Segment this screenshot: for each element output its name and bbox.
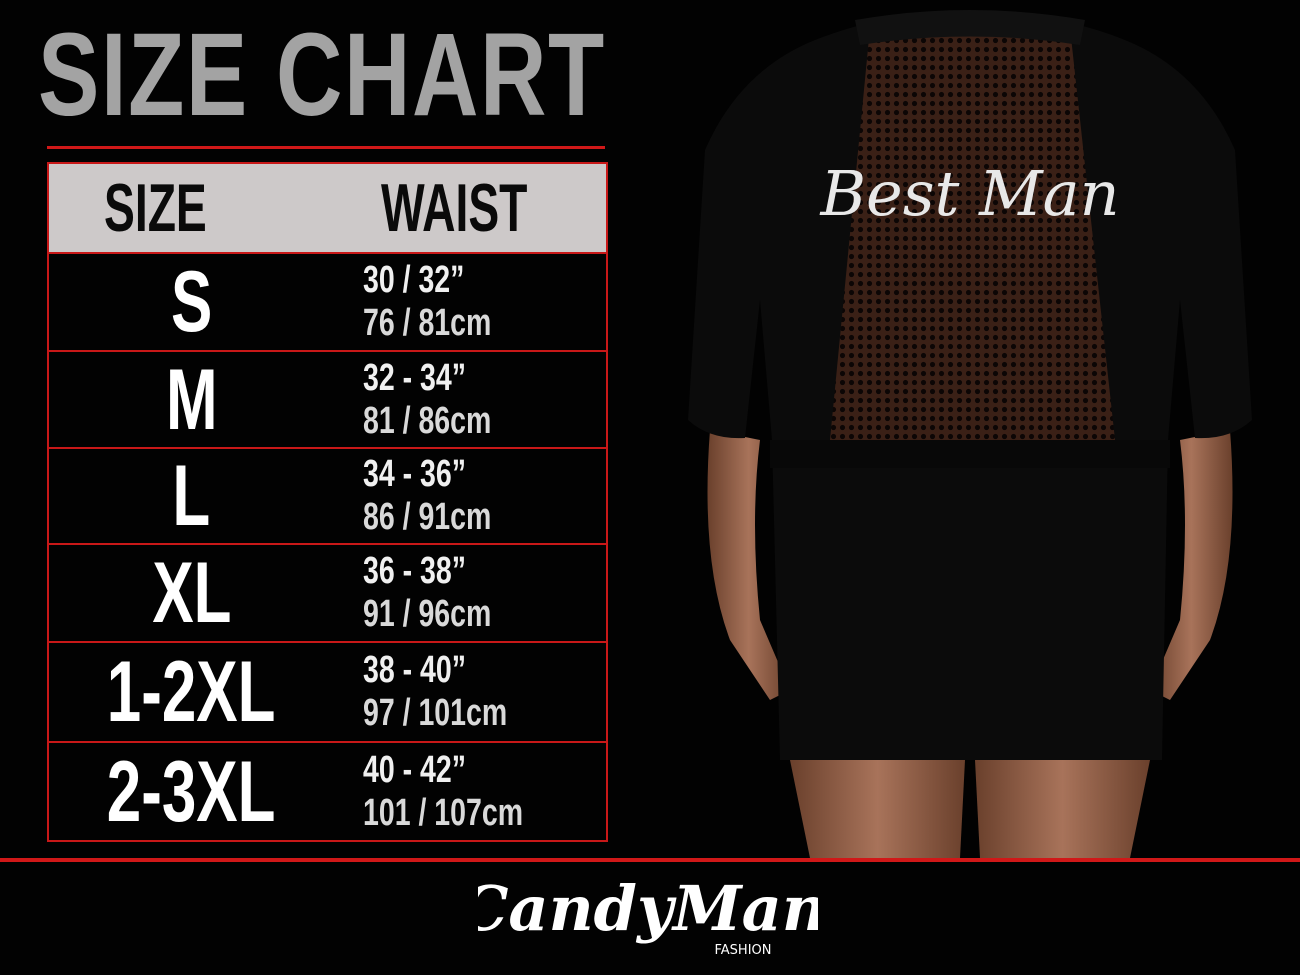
waist-cell: 32 - 34” 81 / 86cm xyxy=(363,357,534,443)
table-row: S 30 / 32” 76 / 81cm xyxy=(49,254,606,352)
brand-name: CandyMan xyxy=(478,872,818,945)
table-row: 2-3XL 40 - 42” 101 / 107cm xyxy=(49,743,606,840)
header-waist: WAIST xyxy=(381,170,528,246)
robe-collar xyxy=(855,10,1085,45)
size-label: XL xyxy=(49,550,334,636)
size-label: 2-3XL xyxy=(49,749,334,835)
waist-cell: 34 - 36” 86 / 91cm xyxy=(363,453,534,539)
page-title: SIZE CHART xyxy=(38,9,606,141)
left-arm xyxy=(707,430,790,700)
waist-cell: 40 - 42” 101 / 107cm xyxy=(363,749,576,835)
brand-sub: FASHION xyxy=(715,943,772,958)
waist-inches: 32 - 34” xyxy=(363,356,466,399)
size-value: L xyxy=(172,448,211,544)
waist-inches: 30 / 32” xyxy=(363,259,465,301)
footer-divider xyxy=(0,858,1300,862)
size-value: M xyxy=(165,351,218,448)
robe-belt xyxy=(770,440,1170,468)
product-photo: Best Man xyxy=(688,10,1252,858)
waist-cm: 91 / 96cm xyxy=(363,593,492,635)
left-leg xyxy=(790,760,965,858)
garment-lettering: Best Man xyxy=(819,157,1119,230)
right-arm xyxy=(1150,430,1233,700)
size-label: S xyxy=(49,259,334,345)
size-table: SIZE WAIST S 30 / 32” 76 / 81cm M 32 - 34”… xyxy=(47,162,608,842)
brand-logo: CandyMan FASHION xyxy=(478,872,818,958)
size-value: S xyxy=(170,254,213,350)
size-label: L xyxy=(49,453,334,539)
waist-cell: 36 - 38” 91 / 96cm xyxy=(363,550,534,636)
waist-inches: 36 - 38” xyxy=(363,550,466,592)
waist-inches: 34 - 36” xyxy=(363,453,466,495)
size-label: 1-2XL xyxy=(49,649,334,735)
size-value: 2-3XL xyxy=(107,743,276,840)
waist-cm: 97 / 101cm xyxy=(363,692,508,734)
waist-cm: 86 / 91cm xyxy=(363,496,492,538)
title-divider xyxy=(47,146,605,149)
table-row: L 34 - 36” 86 / 91cm xyxy=(49,449,606,545)
waist-inches: 40 - 42” xyxy=(363,748,466,791)
table-row: M 32 - 34” 81 / 86cm xyxy=(49,352,606,449)
table-row: XL 36 - 38” 91 / 96cm xyxy=(49,545,606,643)
size-label: M xyxy=(49,357,334,443)
waist-cell: 30 / 32” 76 / 81cm xyxy=(363,259,534,345)
table-row: 1-2XL 38 - 40” 97 / 101cm xyxy=(49,643,606,743)
waist-cell: 38 - 40” 97 / 101cm xyxy=(363,649,555,735)
size-value: 1-2XL xyxy=(107,644,276,740)
right-leg xyxy=(975,760,1150,858)
waist-cm: 81 / 86cm xyxy=(363,399,492,442)
mesh-back-panel xyxy=(830,19,1115,440)
header-size: SIZE xyxy=(104,170,207,246)
table-header: SIZE WAIST xyxy=(49,164,606,254)
waist-cm: 76 / 81cm xyxy=(363,302,492,344)
waist-inches: 38 - 40” xyxy=(363,649,466,691)
waist-cm: 101 / 107cm xyxy=(363,791,524,834)
size-value: XL xyxy=(151,545,232,641)
